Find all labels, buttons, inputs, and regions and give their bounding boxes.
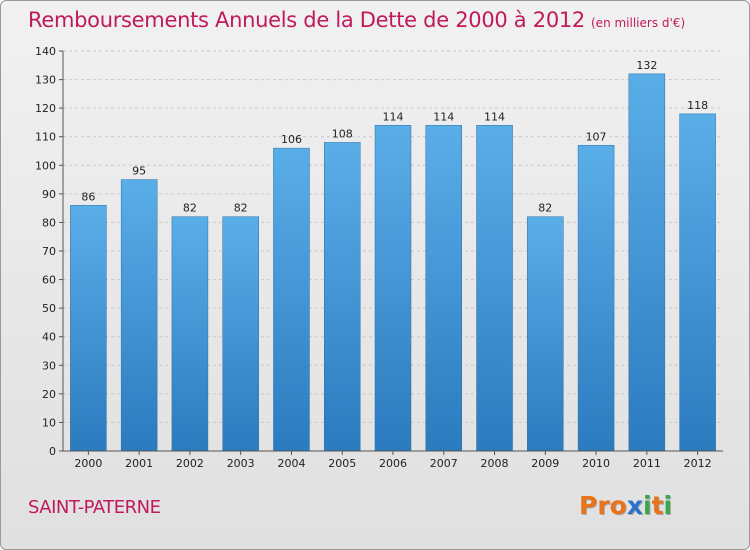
bar-value-label: 118 [687,99,708,112]
x-tick-label: 2000 [74,457,102,470]
x-tick-label: 2011 [633,457,661,470]
bar [222,216,259,452]
bar-value-label: 82 [538,202,552,215]
y-axis-ticks: 0 10 20 30 40 50 60 70 80 90 100 110 120 130 140 [35,45,63,458]
logo-letter: x [626,491,643,520]
bar-value-label: 86 [81,190,95,203]
bar [527,216,564,452]
x-tick-label: 2003 [227,457,255,470]
bar [577,145,615,452]
bar [120,179,158,452]
x-tick-label: 2009 [531,457,559,470]
bar [374,125,412,452]
x-tick-label: 2007 [430,457,458,470]
bar-value-label: 114 [484,110,505,123]
bar [628,73,666,452]
y-tick-label: 120 [35,102,56,115]
bar [476,125,513,452]
bar-value-label: 114 [383,110,404,123]
y-tick-label: 0 [49,445,56,458]
y-tick-label: 110 [35,131,56,144]
x-tick-label: 2006 [379,457,407,470]
unit-label: (en milliers d'€) [591,16,686,30]
y-tick-label: 10 [42,416,56,429]
y-tick-label: 40 [42,331,56,344]
y-tick-label: 130 [35,74,56,87]
proxiti-logo: Proxiti [579,491,672,520]
y-tick-label: 90 [42,188,56,201]
bar-value-label: 106 [281,133,302,146]
logo-letter: r [597,491,610,520]
y-tick-label: 60 [42,274,56,287]
y-tick-label: 50 [42,302,56,315]
bar [70,205,107,452]
x-axis-ticks: 2000 2001 2002 2003 2004 2005 2006 2007 2008 2009… [74,451,712,470]
title-text: Remboursements Annuels de la Dette de 20… [28,8,585,32]
y-tick-label: 30 [42,359,56,372]
value-labels: 86 95 82 82 106 108 114 114 114 82 107 132 118 [81,59,708,215]
bar-value-label: 82 [183,202,197,215]
logo-letter: i [643,491,652,520]
logo-letter: i [663,491,673,520]
x-tick-label: 2004 [277,457,305,470]
bars [70,73,716,452]
logo-letter: o [609,491,627,520]
bar-value-label: 108 [332,127,353,140]
logo-letter: t [651,491,664,520]
bar-value-label: 82 [234,202,248,215]
y-tick-label: 70 [42,245,56,258]
y-tick-label: 100 [35,159,56,172]
bar-value-label: 107 [586,130,607,143]
x-tick-label: 2008 [481,457,509,470]
chart-title: Remboursements Annuels de la Dette de 20… [28,8,685,32]
bar [171,216,209,452]
x-tick-label: 2001 [125,457,153,470]
y-tick-label: 140 [35,45,56,58]
bar [323,142,361,452]
x-tick-label: 2002 [176,457,204,470]
bar-value-label: 114 [433,110,454,123]
bar-value-label: 95 [132,165,146,178]
city-name: SAINT-PATERNE [28,497,161,518]
axes [62,51,723,452]
y-tick-label: 20 [42,388,56,401]
y-tick-label: 80 [42,216,56,229]
x-tick-label: 2005 [328,457,356,470]
bar [273,147,310,452]
bar-value-label: 132 [636,59,657,72]
x-tick-label: 2010 [582,457,610,470]
x-tick-label: 2012 [684,457,712,470]
logo-letter: P [579,491,598,520]
bar [679,113,716,452]
bar [425,125,463,452]
